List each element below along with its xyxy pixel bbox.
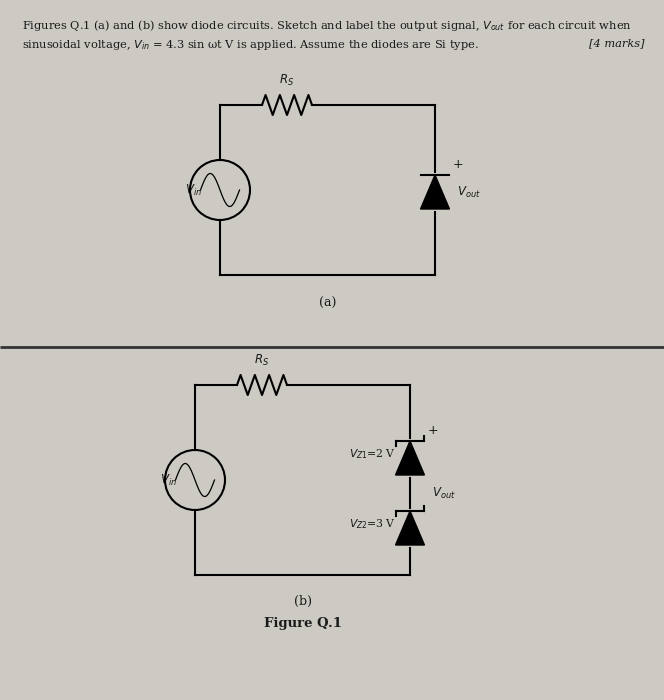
Polygon shape <box>396 441 424 475</box>
Text: $V_{in}$: $V_{in}$ <box>160 473 177 487</box>
Text: $V_{in}$: $V_{in}$ <box>185 183 202 197</box>
Text: $V_{Z2}$=3 V: $V_{Z2}$=3 V <box>349 517 395 531</box>
Text: Figures Q.1 (a) and (b) show diode circuits. Sketch and label the output signal,: Figures Q.1 (a) and (b) show diode circu… <box>22 18 631 33</box>
Text: $R_S$: $R_S$ <box>280 73 295 88</box>
Polygon shape <box>420 175 450 209</box>
Text: Figure Q.1: Figure Q.1 <box>264 617 341 630</box>
Text: [4 marks]: [4 marks] <box>590 38 645 48</box>
Text: +: + <box>453 158 463 171</box>
Text: sinusoidal voltage, $V_{in}$ = 4.3 sin ωt V is applied. Assume the diodes are Si: sinusoidal voltage, $V_{in}$ = 4.3 sin ω… <box>22 38 479 52</box>
Text: $R_S$: $R_S$ <box>254 353 270 368</box>
Text: +: + <box>428 424 439 437</box>
Text: (b): (b) <box>293 595 311 608</box>
Text: $V_{out}$: $V_{out}$ <box>432 486 456 500</box>
Text: $V_{out}$: $V_{out}$ <box>457 185 481 200</box>
Text: (a): (a) <box>319 297 336 310</box>
Text: $V_{Z1}$=2 V: $V_{Z1}$=2 V <box>349 447 395 461</box>
Polygon shape <box>396 511 424 545</box>
